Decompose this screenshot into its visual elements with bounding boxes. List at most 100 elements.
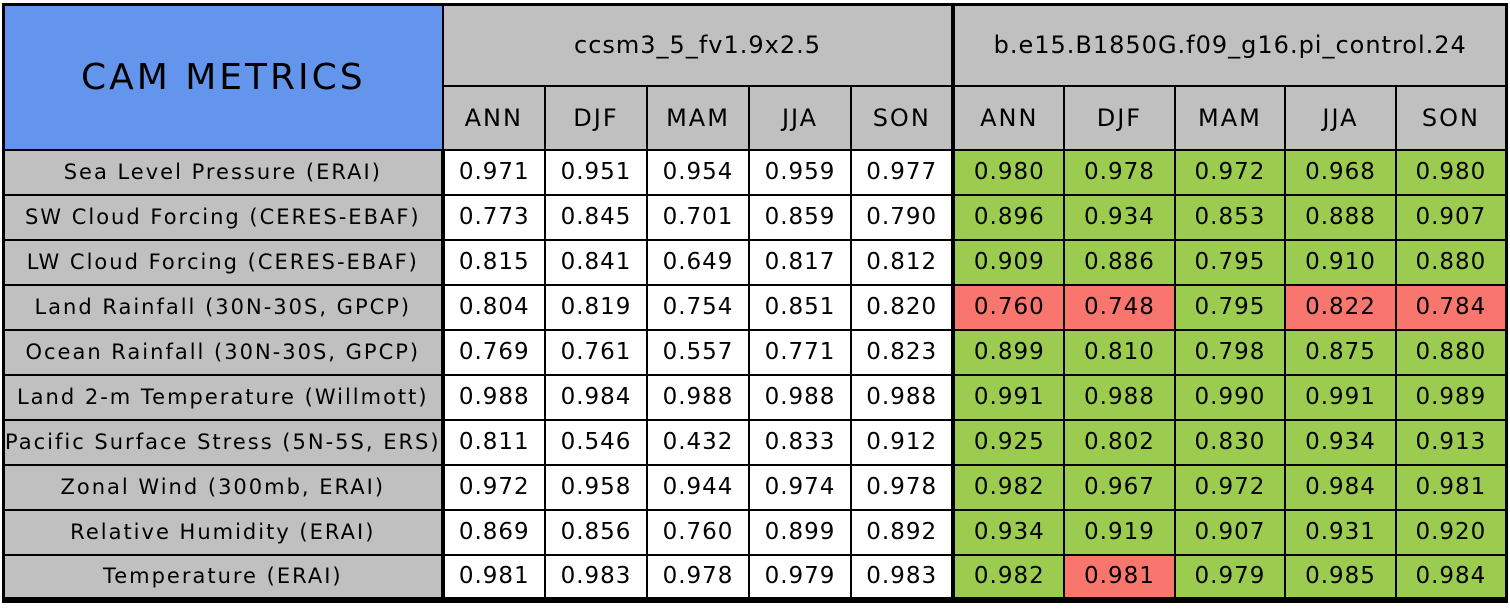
value-cell-model2-jja: 0.910 — [1284, 238, 1397, 286]
value-cell-model2-ann: 0.925 — [951, 418, 1066, 466]
metric-label: Temperature (ERAI) — [2, 553, 444, 601]
season-header-model1-son: SON — [850, 84, 955, 151]
value-cell-model2-mam: 0.853 — [1173, 193, 1287, 241]
value-cell-model1-mam: 0.978 — [645, 553, 751, 601]
value-cell-model2-jja: 0.984 — [1284, 463, 1397, 511]
value-cell-model1-son: 0.912 — [850, 418, 955, 466]
value-cell-model2-mam: 0.795 — [1173, 238, 1287, 286]
table-title: CAM METRICS — [2, 3, 444, 151]
metric-row: Sea Level Pressure (ERAI) 0.971 0.951 0.954… — [2, 148, 1508, 196]
season-header-model1-ann: ANN — [441, 84, 546, 151]
value-cell-model2-jja: 0.968 — [1284, 148, 1397, 196]
value-cell-model1-son: 0.978 — [850, 463, 955, 511]
value-cell-model1-jja: 0.833 — [748, 418, 853, 466]
value-cell-model2-ann: 0.909 — [951, 238, 1066, 286]
value-cell-model1-son: 0.820 — [850, 283, 955, 331]
value-cell-model1-djf: 0.841 — [543, 238, 649, 286]
value-cell-model1-jja: 0.859 — [748, 193, 853, 241]
value-cell-model2-djf: 0.802 — [1063, 418, 1176, 466]
value-cell-model1-ann: 0.971 — [440, 148, 546, 196]
metric-row: Ocean Rainfall (30N-30S, GPCP) 0.769 0.761… — [2, 328, 1508, 376]
value-cell-model1-djf: 0.983 — [543, 553, 649, 601]
value-cell-model2-jja: 0.934 — [1284, 418, 1397, 466]
value-cell-model2-son: 0.989 — [1394, 373, 1508, 421]
value-cell-model1-ann: 0.972 — [440, 463, 546, 511]
metric-label: Pacific Surface Stress (5N-5S, ERS) — [2, 418, 444, 466]
value-cell-model1-mam: 0.944 — [645, 463, 751, 511]
metric-row: Land Rainfall (30N-30S, GPCP) 0.804 0.819 0… — [2, 283, 1508, 331]
value-cell-model1-djf: 0.546 — [543, 418, 649, 466]
metric-row: Zonal Wind (300mb, ERAI) 0.972 0.958 0.944 0… — [2, 463, 1508, 511]
metric-row: LW Cloud Forcing (CERES-EBAF) 0.815 0.841 0… — [2, 238, 1508, 286]
model2-name-header: b.e15.B1850G.f09_g16.pi_control.24 — [951, 3, 1508, 87]
value-cell-model1-jja: 0.817 — [748, 238, 853, 286]
season-header-model1-djf: DJF — [543, 84, 649, 151]
value-cell-model2-jja: 0.888 — [1284, 193, 1397, 241]
value-cell-model1-ann: 0.981 — [440, 553, 546, 601]
value-cell-model1-djf: 0.984 — [543, 373, 649, 421]
value-cell-model2-son: 0.980 — [1394, 148, 1508, 196]
value-cell-model2-mam: 0.979 — [1173, 553, 1287, 601]
value-cell-model1-djf: 0.951 — [543, 148, 649, 196]
season-header-model2-ann: ANN — [951, 84, 1066, 151]
value-cell-model2-djf: 0.886 — [1063, 238, 1176, 286]
value-cell-model1-jja: 0.979 — [748, 553, 853, 601]
value-cell-model2-ann: 0.982 — [951, 553, 1066, 601]
metric-label: Relative Humidity (ERAI) — [2, 508, 444, 556]
cam-metrics-table: CAM METRICS ccsm3_5_fv1.9x2.5 b.e15.B185… — [2, 3, 1508, 603]
metric-label: Land 2-m Temperature (Willmott) — [2, 373, 444, 421]
value-cell-model2-son: 0.981 — [1394, 463, 1508, 511]
season-header-model1-mam: MAM — [645, 84, 751, 151]
value-cell-model2-djf: 0.919 — [1063, 508, 1176, 556]
value-cell-model1-son: 0.790 — [850, 193, 955, 241]
value-cell-model1-son: 0.988 — [850, 373, 955, 421]
season-header-model2-djf: DJF — [1063, 84, 1176, 151]
value-cell-model2-ann: 0.980 — [951, 148, 1066, 196]
metric-label: Land Rainfall (30N-30S, GPCP) — [2, 283, 444, 331]
value-cell-model1-djf: 0.819 — [543, 283, 649, 331]
value-cell-model1-mam: 0.701 — [645, 193, 751, 241]
value-cell-model2-ann: 0.760 — [951, 283, 1066, 331]
value-cell-model1-jja: 0.959 — [748, 148, 853, 196]
metric-row: Pacific Surface Stress (5N-5S, ERS) 0.811… — [2, 418, 1508, 466]
value-cell-model1-mam: 0.754 — [645, 283, 751, 331]
value-cell-model1-son: 0.977 — [850, 148, 955, 196]
value-cell-model2-son: 0.880 — [1394, 328, 1508, 376]
metric-label: SW Cloud Forcing (CERES-EBAF) — [2, 193, 444, 241]
value-cell-model1-ann: 0.769 — [440, 328, 546, 376]
value-cell-model1-mam: 0.649 — [645, 238, 751, 286]
season-header-model2-jja: JJA — [1284, 84, 1397, 151]
value-cell-model2-djf: 0.934 — [1063, 193, 1176, 241]
value-cell-model2-mam: 0.907 — [1173, 508, 1287, 556]
metric-label: Zonal Wind (300mb, ERAI) — [2, 463, 444, 511]
value-cell-model2-mam: 0.798 — [1173, 328, 1287, 376]
metric-row: Land 2-m Temperature (Willmott) 0.988 0.98… — [2, 373, 1508, 421]
value-cell-model1-jja: 0.851 — [748, 283, 853, 331]
value-cell-model1-son: 0.983 — [850, 553, 955, 601]
value-cell-model1-jja: 0.899 — [748, 508, 853, 556]
value-cell-model2-son: 0.907 — [1394, 193, 1508, 241]
season-header-row: ANN DJF MAM JJA SON ANN DJF MAM JJA SON — [4, 84, 1508, 151]
metric-label: LW Cloud Forcing (CERES-EBAF) — [2, 238, 444, 286]
value-cell-model1-mam: 0.988 — [645, 373, 751, 421]
value-cell-model1-jja: 0.771 — [748, 328, 853, 376]
value-cell-model1-djf: 0.761 — [543, 328, 649, 376]
value-cell-model2-djf: 0.810 — [1063, 328, 1176, 376]
value-cell-model1-son: 0.812 — [850, 238, 955, 286]
value-cell-model1-djf: 0.958 — [543, 463, 649, 511]
value-cell-model2-djf: 0.748 — [1063, 283, 1176, 331]
value-cell-model1-djf: 0.856 — [543, 508, 649, 556]
value-cell-model2-jja: 0.985 — [1284, 553, 1397, 601]
value-cell-model1-djf: 0.845 — [543, 193, 649, 241]
value-cell-model2-mam: 0.990 — [1173, 373, 1287, 421]
value-cell-model1-mam: 0.760 — [645, 508, 751, 556]
metric-label: Ocean Rainfall (30N-30S, GPCP) — [2, 328, 444, 376]
value-cell-model1-son: 0.823 — [850, 328, 955, 376]
season-header-model1-jja: JJA — [748, 84, 853, 151]
value-cell-model1-jja: 0.974 — [748, 463, 853, 511]
value-cell-model2-mam: 0.795 — [1173, 283, 1287, 331]
value-cell-model2-ann: 0.991 — [951, 373, 1066, 421]
value-cell-model2-son: 0.984 — [1394, 553, 1508, 601]
value-cell-model1-ann: 0.773 — [440, 193, 546, 241]
model-header-row: CAM METRICS ccsm3_5_fv1.9x2.5 b.e15.B185… — [2, 3, 1508, 151]
